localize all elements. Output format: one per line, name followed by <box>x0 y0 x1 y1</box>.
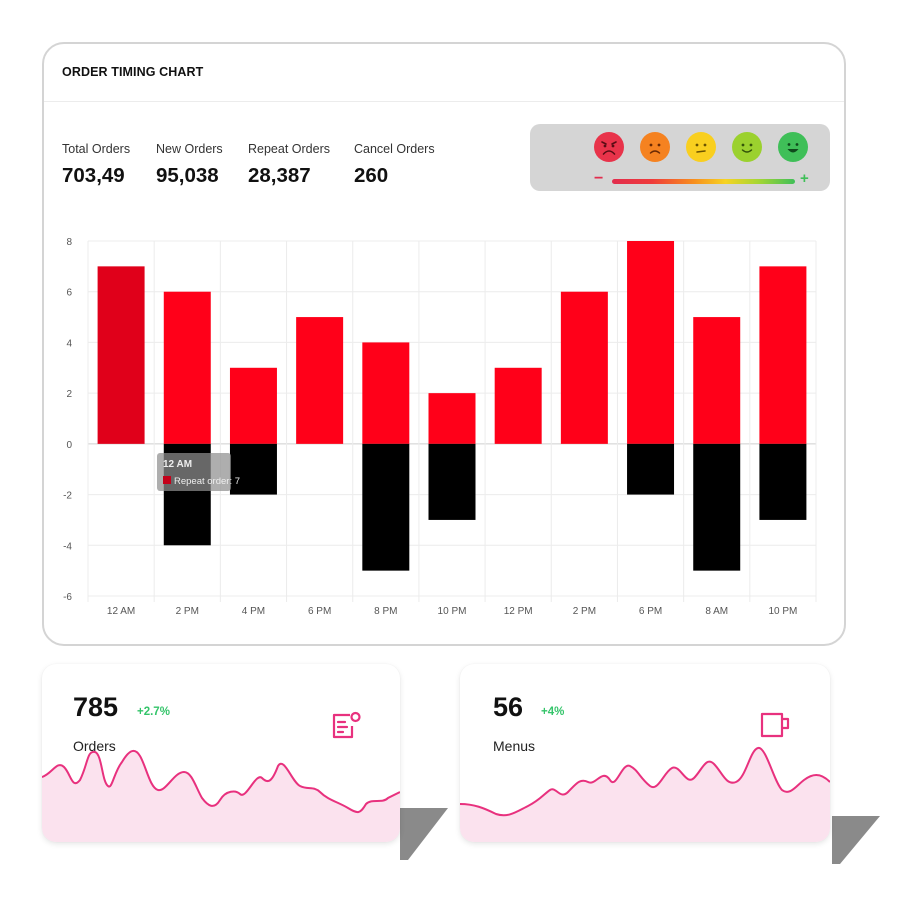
menus-count: 56 <box>493 692 524 722</box>
menus-sparkline <box>460 747 830 842</box>
bar <box>362 342 410 444</box>
bar <box>759 266 807 444</box>
x-tick-label: 6 PM <box>639 606 662 617</box>
stat-label: Repeat Orders <box>248 142 330 156</box>
order-list-icon <box>330 709 362 746</box>
stat-cancel-orders: Cancel Orders 260 <box>354 142 435 188</box>
scale-plus-sign: + <box>800 170 809 187</box>
very-happy-face-icon[interactable] <box>778 132 808 162</box>
x-tick-label: 10 PM <box>438 606 467 617</box>
tooltip-box <box>157 453 231 491</box>
y-tick-label: 0 <box>66 440 72 451</box>
y-tick-label: -4 <box>63 541 72 552</box>
satisfaction-panel: − + <box>530 124 830 191</box>
order-timing-bar-chart: -6 -4 -2 0 2 4 6 8 12 AM 2 PM 4 PM 6 PM 8 PM 10 PM 12 … <box>63 237 817 617</box>
x-tick-label: 6 PM <box>308 606 331 617</box>
sad-face-icon[interactable] <box>640 132 670 162</box>
y-tick-label: 4 <box>66 338 72 349</box>
face-bg <box>778 132 808 162</box>
stat-repeat-orders: Repeat Orders 28,387 <box>248 142 330 188</box>
stat-label: Total Orders <box>62 142 131 156</box>
very-sad-face-icon[interactable] <box>594 132 624 162</box>
orders-change: +2.7% <box>137 706 170 718</box>
y-tick-label: 8 <box>66 237 72 248</box>
face-bg <box>640 132 670 162</box>
bar <box>229 443 277 495</box>
tooltip-text: Repeat order: 7 <box>174 476 240 487</box>
bar <box>296 317 344 444</box>
menus-label: Menus <box>493 738 536 754</box>
bar <box>428 443 476 520</box>
bar <box>560 291 608 444</box>
bar <box>759 443 807 520</box>
bar <box>229 367 277 444</box>
y-tick-label: 6 <box>66 288 72 299</box>
orders-sparkline <box>42 749 400 842</box>
card-shadow <box>832 816 880 869</box>
orders-count: 785 <box>73 692 119 722</box>
neutral-face-icon[interactable] <box>686 132 716 162</box>
face-bg <box>686 132 716 162</box>
cup-icon <box>758 710 794 745</box>
stat-label: Cancel Orders <box>354 142 435 156</box>
x-tick-label: 12 PM <box>504 606 533 617</box>
face-bg <box>732 132 762 162</box>
x-tick-label: 12 AM <box>107 606 135 617</box>
card-header: ORDER TIMING CHART <box>44 44 844 102</box>
stat-value: 703,49 <box>62 164 125 187</box>
card-title: ORDER TIMING CHART <box>62 65 204 79</box>
tooltip-swatch <box>163 476 171 484</box>
stat-total-orders: Total Orders 703,49 <box>62 142 130 188</box>
y-tick-label: -6 <box>63 592 72 603</box>
stat-value: 95,038 <box>156 164 219 187</box>
orders-card[interactable]: 785 +2.7% Orders <box>42 664 400 842</box>
bar <box>428 393 476 444</box>
bar <box>97 266 145 444</box>
stat-new-orders: New Orders 95,038 <box>156 142 223 188</box>
orders-label: Orders <box>73 738 116 754</box>
order-timing-card: ORDER TIMING CHART Total Orders 703,49 N… <box>42 42 846 646</box>
face-bg <box>594 132 624 162</box>
bar <box>362 443 410 571</box>
bar <box>693 443 741 571</box>
menus-change: +4% <box>541 706 565 718</box>
bar <box>494 367 542 444</box>
bar <box>693 317 741 444</box>
bar <box>163 291 211 444</box>
x-tick-label: 8 PM <box>374 606 397 617</box>
menus-card[interactable]: 56 +4% Menus <box>460 664 830 842</box>
x-tick-label: 2 PM <box>176 606 199 617</box>
bar <box>627 443 675 495</box>
card-shadow <box>400 808 448 865</box>
stat-label: New Orders <box>156 142 223 156</box>
x-tick-label: 8 AM <box>705 606 728 617</box>
satisfaction-scale-bar <box>612 179 795 184</box>
happy-face-icon[interactable] <box>732 132 762 162</box>
y-tick-label: 2 <box>66 389 72 400</box>
x-tick-label: 4 PM <box>242 606 265 617</box>
x-tick-label: 10 PM <box>768 606 797 617</box>
scale-minus-sign: − <box>594 170 604 187</box>
tooltip-title: 12 AM <box>163 459 192 470</box>
x-tick-label: 2 PM <box>573 606 596 617</box>
stat-value: 260 <box>354 164 389 187</box>
stat-value: 28,387 <box>248 164 311 187</box>
y-tick-label: -2 <box>63 491 72 502</box>
bar <box>627 241 675 444</box>
